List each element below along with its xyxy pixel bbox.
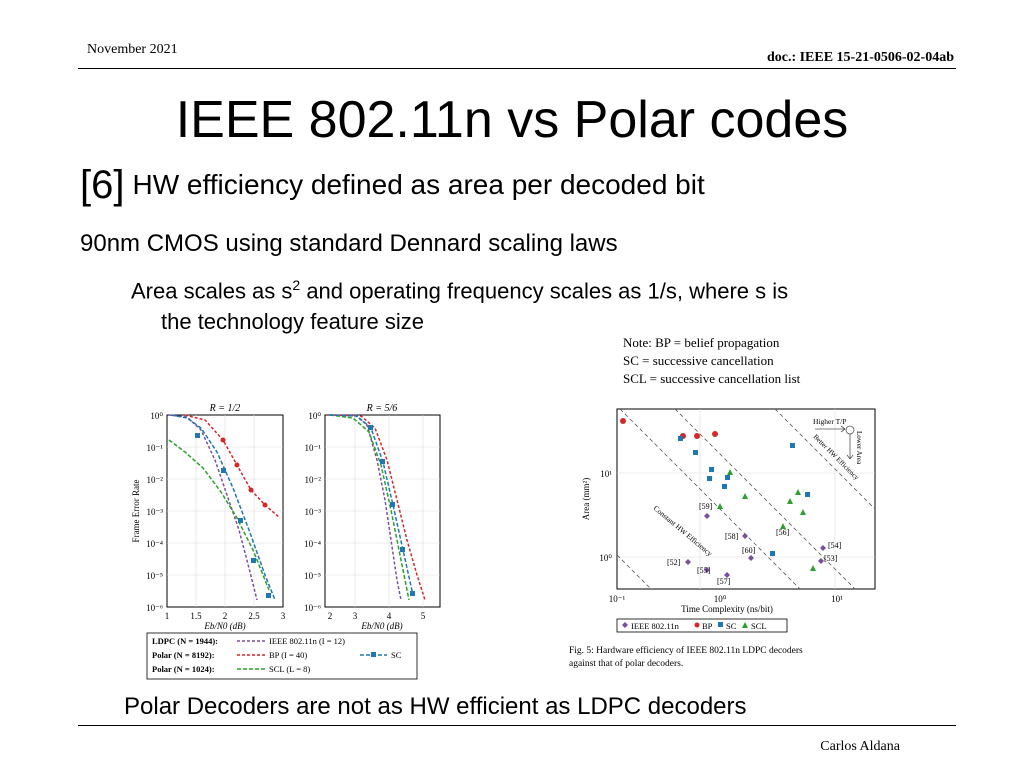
- lower-area-label: Lower Area: [855, 431, 863, 465]
- figure-caption-line1: Fig. 5: Hardware efficiency of IEEE 802.…: [569, 645, 803, 656]
- x-tick-label: 1.5: [190, 611, 202, 621]
- x-tick-label: 1: [165, 611, 170, 621]
- fer-curve-ieee: [168, 414, 258, 601]
- sc-points: [678, 436, 810, 556]
- hw-efficiency-figure: 10⁻¹ 10⁰ 10¹ Time Complexity (ns/bit) 10…: [569, 408, 876, 669]
- legend-bp: BP (I = 40): [269, 650, 307, 660]
- note-line-3: SCL = successive cancellation list: [623, 371, 801, 386]
- x-tick-label: 2: [328, 611, 333, 621]
- ref-label: [60]: [742, 546, 756, 555]
- subtitle-text: HW efficiency defined as area per decode…: [132, 169, 705, 200]
- y-tick-label: 10⁰: [599, 553, 612, 563]
- figure-caption-line2: against that of polar decoders.: [569, 658, 683, 669]
- footer-author: Carlos Aldana: [820, 739, 900, 754]
- ref-label: [57]: [717, 577, 731, 586]
- y-tick-label: 10⁻⁶: [304, 603, 321, 613]
- x-tick-label: 2: [223, 611, 228, 621]
- hw-xlabel: Time Complexity (ns/bit): [681, 604, 773, 614]
- reference-number: [6]: [80, 163, 125, 207]
- ref-label: [52]: [667, 558, 681, 567]
- x-tick-label: 10¹: [831, 594, 843, 604]
- bullet-level2: Area scales as s2 and operating frequenc…: [131, 270, 931, 337]
- fer-curve-scl-r: [329, 414, 410, 601]
- ieee-points: [685, 513, 826, 578]
- header-date: November 2021: [87, 42, 178, 57]
- y-tick-label: 10⁻⁵: [304, 571, 321, 581]
- header-rule: [78, 68, 956, 69]
- fer-curve-sc: [170, 414, 276, 601]
- ref-label: [58]: [725, 532, 739, 541]
- fer-curve-sc-r: [329, 414, 414, 596]
- y-tick-label: 10⁻⁴: [146, 539, 163, 549]
- legend-ieee: IEEE 802.11n (I = 12): [269, 636, 345, 646]
- bullet2-post: and operating frequency scales as 1/s, w…: [300, 278, 789, 304]
- bp-points: [620, 418, 718, 439]
- fer-left-xlabel: Eb/N0 (dB): [203, 621, 245, 631]
- legend-scl: SCL (L = 8): [269, 664, 310, 674]
- bullet-level1: 90nm CMOS using standard Dennard scaling…: [80, 230, 618, 257]
- y-tick-label: 10⁻³: [147, 507, 164, 517]
- scl-points: [717, 469, 816, 571]
- slide-title: IEEE 802.11n vs Polar codes: [175, 91, 849, 149]
- hw-legend-ieee: IEEE 802.11n: [631, 621, 680, 631]
- constant-hw-label: Constant HW Efficiency: [652, 504, 715, 559]
- legend-sc: SC: [391, 650, 402, 660]
- fer-left-title: R = 1/2: [209, 403, 241, 414]
- y-tick-label: 10⁰: [150, 411, 163, 421]
- ref-label: [55]: [697, 566, 711, 575]
- x-tick-label: 5: [421, 611, 426, 621]
- y-tick-label: 10⁻²: [147, 475, 164, 485]
- y-tick-label: 10⁻¹: [147, 443, 164, 453]
- x-tick-label: 3: [353, 611, 358, 621]
- y-tick-label: 10⁰: [308, 411, 321, 421]
- y-tick-label: 10⁻³: [305, 507, 322, 517]
- ref-label: [53]: [824, 554, 838, 563]
- x-tick-label: 2.5: [248, 611, 260, 621]
- y-tick-label: 10⁻¹: [305, 443, 322, 453]
- bullet2-sup: 2: [292, 277, 301, 293]
- hw-ylabel: Area (mm²): [581, 478, 591, 520]
- fer-ylabel: Frame Error Rate: [131, 480, 141, 543]
- higher-tp-label: Higher T/P: [813, 417, 846, 426]
- fer-right-title: R = 5/6: [366, 403, 398, 414]
- fer-legend: LDPC (N = 1944): IEEE 802.11n (I = 12) P…: [146, 632, 418, 680]
- x-tick-label: 4: [387, 611, 392, 621]
- fer-curve-bp: [184, 414, 281, 519]
- better-hw-label: Better HW Efficiency: [812, 433, 861, 482]
- conclusion-text: Polar Decoders are not as HW efficient a…: [124, 693, 747, 720]
- fer-curve-bp-r: [329, 414, 426, 601]
- x-tick-label: 3: [281, 611, 286, 621]
- fer-curve-scl: [168, 439, 270, 591]
- y-tick-label: 10⁻⁵: [146, 571, 163, 581]
- hw-legend: IEEE 802.11n BP SC SCL: [616, 618, 788, 633]
- header-doc-id: doc.: IEEE 15-21-0506-02-04ab: [766, 50, 954, 65]
- bullet2-pre: Area scales as s: [131, 278, 293, 304]
- abbreviation-note: Note: BP = belief propagation SC = succe…: [623, 334, 800, 388]
- y-tick-label: 10⁻²: [305, 475, 322, 485]
- y-tick-label: 10⁻⁶: [146, 603, 163, 613]
- note-line-2: SC = successive cancellation: [623, 353, 774, 368]
- x-tick-label: 10⁰: [714, 594, 727, 604]
- ref-label: [56]: [776, 528, 790, 537]
- legend-row-polar-8192: Polar (N = 8192):: [152, 650, 215, 660]
- slide-subtitle: [6] HW efficiency defined as area per dec…: [80, 163, 705, 208]
- x-tick-label: 10⁻¹: [609, 594, 626, 604]
- y-tick-label: 10¹: [600, 469, 612, 479]
- fer-panel-right: R = 5/6 10⁰ 10⁻¹ 10⁻² 10⁻³ 10⁻⁴ 10⁻⁵ 10⁻…: [304, 403, 441, 631]
- fer-right-xlabel: Eb/N0 (dB): [360, 621, 402, 631]
- fer-figure: R = 1/2 10⁰ 10⁻¹ 10⁻² 10⁻³ 10⁻⁴ 10⁻⁵ 10⁻…: [131, 403, 441, 680]
- legend-row-ldpc: LDPC (N = 1944):: [152, 636, 218, 646]
- bullet2-cont: the technology feature size: [161, 309, 424, 335]
- ref-label: [54]: [828, 541, 842, 550]
- legend-row-polar-1024: Polar (N = 1024):: [152, 664, 215, 674]
- hw-legend-sc: SC: [726, 621, 737, 631]
- note-line-1: Note: BP = belief propagation: [623, 335, 780, 350]
- fer-panel-left: R = 1/2 10⁰ 10⁻¹ 10⁻² 10⁻³ 10⁻⁴ 10⁻⁵ 10⁻…: [131, 403, 286, 631]
- ref-label: [59]: [699, 502, 713, 511]
- hw-legend-scl: SCL: [751, 621, 767, 631]
- hw-legend-bp: BP: [702, 621, 713, 631]
- footer-rule: [78, 725, 956, 726]
- y-tick-label: 10⁻⁴: [304, 539, 321, 549]
